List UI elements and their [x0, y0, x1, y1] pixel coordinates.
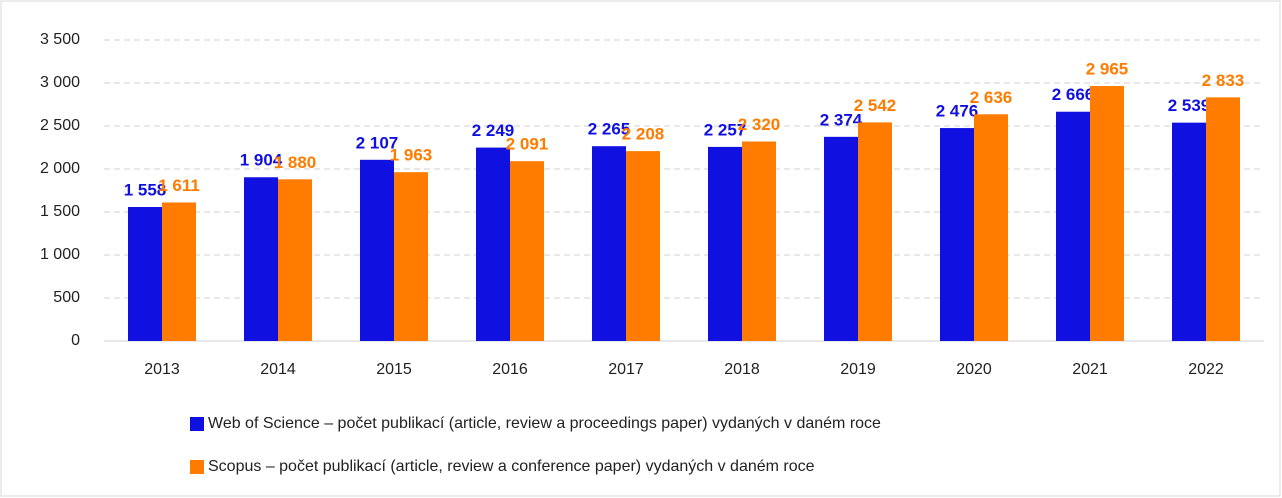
value-label: 2 539 — [1168, 96, 1211, 115]
bar — [278, 179, 312, 341]
x-tick-label: 2014 — [260, 361, 296, 378]
x-tick-label: 2020 — [956, 361, 992, 378]
y-tick-label: 3 000 — [40, 74, 80, 91]
legend-swatch — [190, 417, 204, 431]
x-tick-label: 2019 — [840, 361, 876, 378]
bar — [510, 161, 544, 341]
bar — [742, 141, 776, 341]
bar — [128, 207, 162, 341]
value-label: 1 611 — [158, 176, 200, 195]
bar — [708, 146, 742, 341]
bar — [940, 128, 974, 341]
bar — [394, 172, 428, 341]
bar — [162, 202, 196, 341]
value-label: 1 963 — [390, 146, 433, 165]
bar — [824, 136, 858, 341]
x-tick-label: 2017 — [608, 361, 644, 378]
bar — [1056, 111, 1090, 341]
legend-swatch — [190, 460, 204, 474]
value-label: 1 558 — [124, 180, 167, 199]
bar — [360, 159, 394, 341]
legend-label: Scopus – počet publikací (article, revie… — [208, 458, 815, 475]
x-tick-label: 2018 — [724, 361, 760, 378]
value-label: 2 257 — [704, 120, 747, 139]
value-label: 2 249 — [472, 121, 515, 140]
bar — [592, 146, 626, 341]
y-tick-label: 1 500 — [40, 203, 80, 220]
bar — [476, 147, 510, 341]
y-tick-label: 3 500 — [40, 31, 80, 48]
value-label: 1 880 — [274, 153, 317, 172]
bar — [1172, 122, 1206, 342]
bar — [974, 114, 1008, 341]
bar — [244, 177, 278, 341]
value-label: 2 666 — [1052, 85, 1095, 104]
legend-label: Web of Science – počet publikací (articl… — [208, 415, 881, 432]
value-label: 2 476 — [936, 102, 979, 121]
y-tick-label: 0 — [71, 332, 80, 349]
value-label: 2 833 — [1202, 71, 1245, 90]
bar — [858, 122, 892, 341]
x-tick-label: 2015 — [376, 361, 412, 378]
y-tick-label: 2 500 — [40, 117, 80, 134]
bar — [626, 151, 660, 341]
value-label: 2 091 — [506, 135, 549, 154]
value-label: 2 636 — [970, 88, 1013, 107]
value-label: 2 542 — [854, 96, 897, 115]
value-label: 2 965 — [1086, 59, 1129, 78]
x-tick-label: 2016 — [492, 361, 528, 378]
value-label: 1 904 — [240, 151, 283, 170]
x-tick-label: 2021 — [1072, 361, 1108, 378]
x-tick-label: 2022 — [1188, 361, 1224, 378]
value-label: 2 320 — [738, 115, 781, 134]
bar — [1206, 97, 1240, 341]
value-label: 2 374 — [820, 110, 863, 129]
y-tick-label: 500 — [53, 289, 80, 306]
value-label: 2 208 — [622, 125, 665, 144]
value-label: 2 265 — [588, 120, 631, 139]
y-tick-label: 2 000 — [40, 160, 80, 177]
y-tick-label: 1 000 — [40, 246, 80, 263]
x-tick-label: 2013 — [144, 361, 180, 378]
value-label: 2 107 — [356, 133, 399, 152]
bar — [1090, 86, 1124, 341]
